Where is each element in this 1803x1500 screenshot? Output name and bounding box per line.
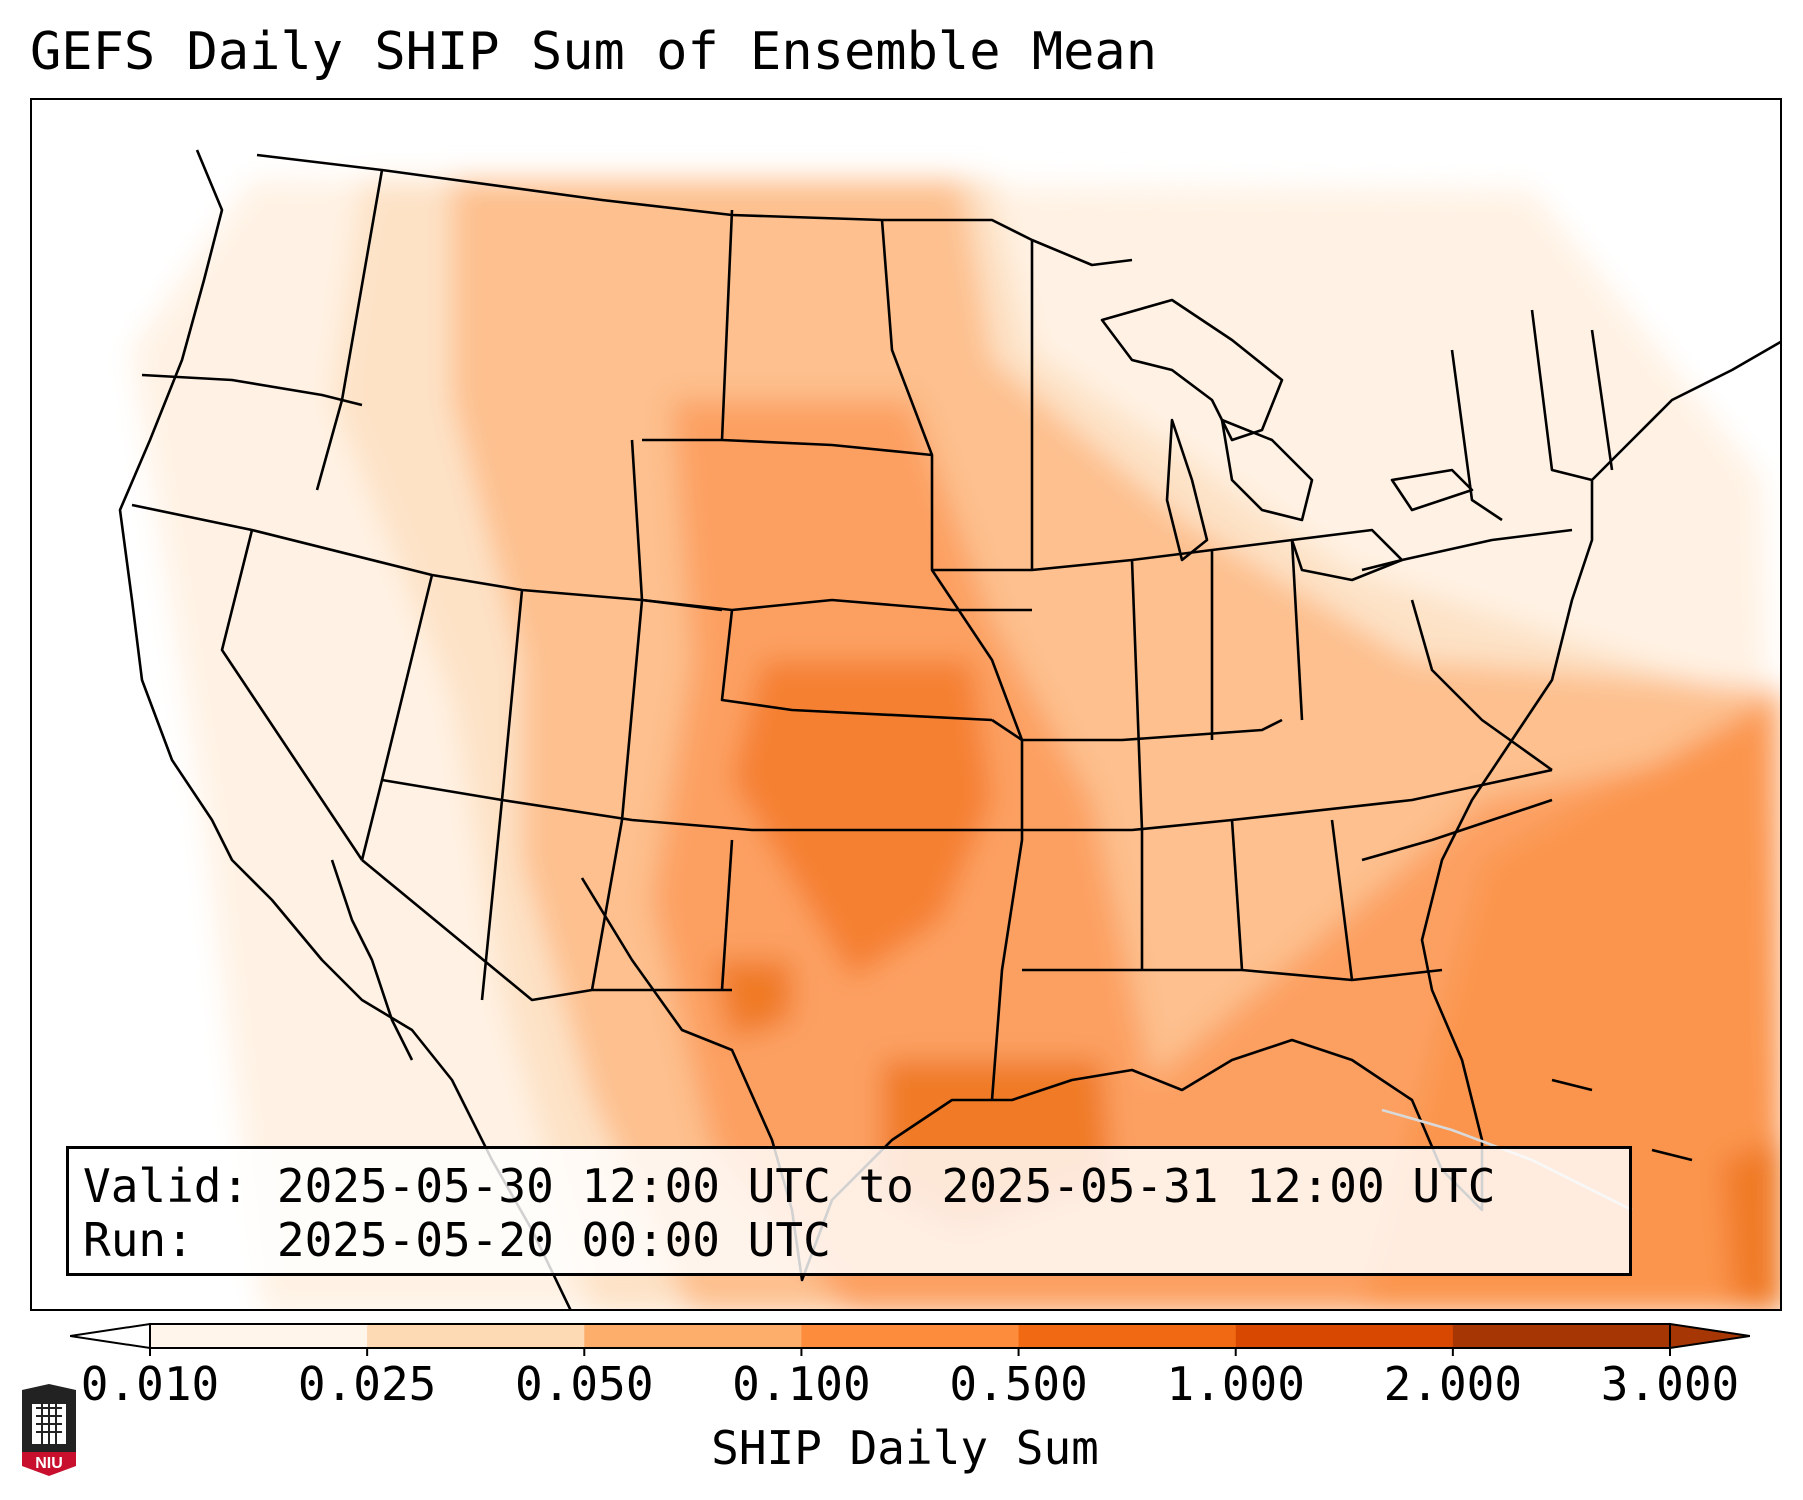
state-borders <box>131 153 1614 1101</box>
colorbar-tick-label: 2.000 <box>1383 1357 1523 1411</box>
colorbar-extend-high <box>1669 1322 1750 1350</box>
colorbar-segment <box>801 1324 1020 1348</box>
colorbar-tick-label: 0.500 <box>949 1357 1088 1411</box>
colorbar-tick-label: 3.000 <box>1600 1357 1740 1411</box>
niu-logo: NIU <box>22 1384 76 1476</box>
colorbar-tick-label: 1.000 <box>1166 1357 1305 1411</box>
valid-line: Valid: 2025-05-30 12:00 UTC to 2025-05-3… <box>83 1159 1615 1213</box>
colorbar-segment <box>1018 1324 1237 1348</box>
colorbar-tick-label: 0.050 <box>515 1357 654 1411</box>
map-panel <box>30 98 1782 1311</box>
colorbar-outline <box>149 1323 1671 1349</box>
ship-field <box>132 180 1780 1309</box>
colorbar <box>70 1322 1750 1356</box>
ship-map <box>118 149 1780 1309</box>
valid-value: 2025-05-30 12:00 UTC to 2025-05-31 12:00… <box>276 1159 1496 1213</box>
colorbar-segment <box>1235 1324 1454 1348</box>
run-value: 2025-05-20 00:00 UTC <box>276 1213 831 1267</box>
valid-run-info: Valid: 2025-05-30 12:00 UTC to 2025-05-3… <box>66 1146 1632 1276</box>
valid-label: Valid: <box>83 1159 250 1213</box>
colorbar-segment <box>150 1324 368 1348</box>
colorbar-tick-label: 0.010 <box>80 1357 220 1411</box>
colorbar-segment <box>367 1324 585 1348</box>
niu-logo-text: NIU <box>35 1455 63 1472</box>
colorbar-tick-label: 0.100 <box>732 1357 871 1411</box>
colorbar-label: SHIP Daily Sum <box>711 1421 1099 1475</box>
run-label: Run: <box>83 1213 194 1267</box>
colorbar-extend-low <box>70 1322 151 1350</box>
map-title: GEFS Daily SHIP Sum of Ensemble Mean <box>30 22 1158 82</box>
run-line: Run: 2025-05-20 00:00 UTC <box>83 1213 1615 1267</box>
colorbar-tick-label: 0.025 <box>297 1357 437 1411</box>
colorbar-segment <box>584 1324 802 1348</box>
colorbar-segment <box>1452 1324 1671 1348</box>
